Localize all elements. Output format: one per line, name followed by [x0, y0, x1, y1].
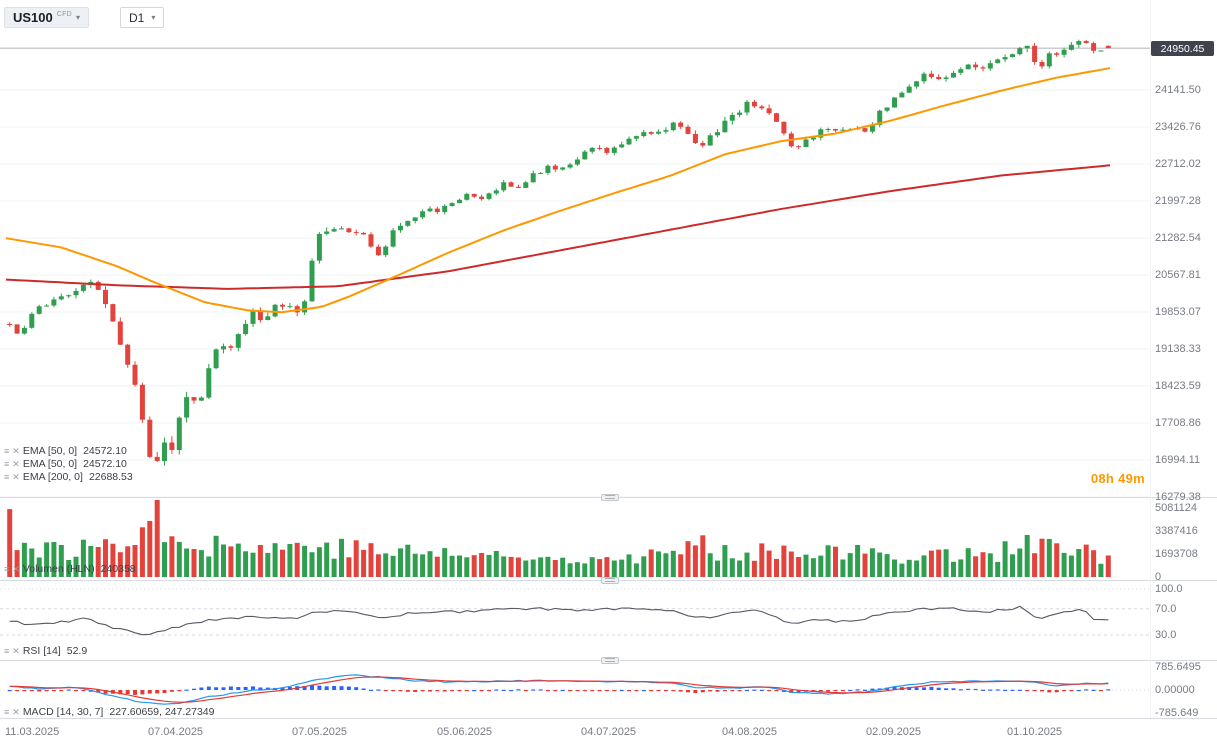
time-axis-label: 05.06.2025 [437, 726, 493, 738]
pane-resize-handle[interactable] [601, 657, 619, 664]
menu-icon[interactable]: ≡ [4, 471, 10, 482]
time-axis-label: 11.03.2025 [5, 726, 60, 738]
price-axis-label: 24141.50 [1155, 84, 1201, 96]
indicator-label: EMA [200, 0] [22, 471, 83, 483]
price-axis-label: 18423.59 [1155, 380, 1201, 393]
close-icon[interactable]: ✕ [12, 458, 20, 469]
price-axis-label: 21997.28 [1155, 195, 1201, 207]
volume-axis-label: 3387416 [1155, 525, 1198, 537]
rsi-axis-label: 70.0 [1155, 602, 1177, 615]
indicator-label: EMA [50, 0] [22, 445, 78, 457]
price-axis-label: 23426.76 [1155, 121, 1201, 133]
menu-icon[interactable]: ≡ [4, 445, 10, 456]
rsi-axis-label: 100.0 [1155, 583, 1183, 595]
indicator-value: 22688.53 [88, 471, 133, 483]
close-icon[interactable]: ✕ [12, 445, 20, 456]
volume-axis-label: 5081124 [1155, 502, 1198, 514]
indicator-value: 240358 [100, 563, 136, 575]
macd-axis-label: 0.00000 [1155, 684, 1195, 696]
menu-icon[interactable]: ≡ [4, 458, 10, 469]
time-axis-label: 07.04.2025 [148, 726, 204, 738]
menu-icon[interactable]: ≡ [4, 706, 10, 717]
indicator-row-ema50-1: ≡ ✕ EMA [50, 0] 24572.10 [4, 445, 127, 457]
chevron-down-icon: ▾ [151, 13, 156, 22]
indicator-row-volume: ≡ ✕ Volumen (HLN) 240358 [4, 563, 136, 575]
price-axis-label: 19853.07 [1155, 306, 1201, 319]
chevron-down-icon: ▾ [76, 13, 81, 22]
price-axis-label: 21282.54 [1155, 232, 1201, 244]
symbol-selector[interactable]: US100 CFD ▾ [4, 7, 90, 28]
indicator-value: 24572.10 [83, 445, 127, 457]
time-axis-label: 01.10.2025 [1007, 726, 1063, 738]
current-price-badge: 24950.45 [1151, 41, 1214, 56]
volume-axis-label: 1693708 [1155, 548, 1198, 560]
symbol-type-label: CFD [56, 10, 73, 18]
symbol-name: US100 [13, 10, 53, 25]
menu-icon[interactable]: ≡ [4, 645, 10, 656]
price-axis-label: 22712.02 [1155, 158, 1201, 170]
rsi-axis-label: 30.0 [1155, 628, 1177, 641]
indicator-value: 227.60659, 247.27349 [109, 706, 215, 718]
time-axis-label: 04.08.2025 [722, 726, 778, 738]
volume-axis-label: 0 [1155, 571, 1162, 583]
indicator-label: EMA [50, 0] [22, 458, 78, 470]
indicator-row-macd: ≡ ✕ MACD [14, 30, 7] 227.60659, 247.2734… [4, 706, 214, 718]
timeframe-value: D1 [129, 10, 145, 25]
indicator-value: 52.9 [66, 645, 88, 657]
indicator-row-ema50-2: ≡ ✕ EMA [50, 0] 24572.10 [4, 458, 127, 470]
price-axis-label: 20567.81 [1155, 269, 1201, 282]
indicator-label: RSI [14] [22, 645, 61, 657]
time-axis-label: 02.09.2025 [866, 726, 922, 738]
macd-axis-label: -785.649 [1155, 707, 1199, 719]
indicator-value: 24572.10 [83, 458, 127, 470]
candle-countdown: 08h 49m [1090, 471, 1145, 486]
time-axis[interactable]: 11.03.2025 07.04.2025 07.05.2025 05.06.2025… [0, 718, 1217, 746]
price-axis-label: 17708.86 [1155, 417, 1201, 430]
menu-icon[interactable]: ≡ [4, 563, 10, 574]
price-axis-label: 16279.38 [1155, 491, 1201, 504]
macd-axis-label: 785.6495 [1155, 661, 1201, 673]
price-axis[interactable]: 24141.50 23426.76 22712.02 21997.28 21282.54… [1150, 0, 1217, 719]
price-axis-label: 16994.11 [1155, 454, 1201, 467]
indicator-label: Volumen (HLN) [22, 563, 95, 575]
pane-resize-handle[interactable] [601, 577, 619, 584]
close-icon[interactable]: ✕ [12, 645, 20, 656]
price-axis-label: 19138.33 [1155, 343, 1201, 356]
time-axis-label: 04.07.2025 [581, 726, 637, 738]
close-icon[interactable]: ✕ [12, 563, 20, 574]
indicator-row-rsi: ≡ ✕ RSI [14] 52.9 [4, 645, 87, 657]
indicator-label: MACD [14, 30, 7] [22, 706, 104, 718]
close-icon[interactable]: ✕ [12, 471, 20, 482]
timeframe-selector[interactable]: D1 ▾ [120, 7, 165, 28]
pane-resize-handle[interactable] [601, 494, 619, 501]
indicator-row-ema200: ≡ ✕ EMA [200, 0] 22688.53 [4, 471, 133, 483]
time-axis-label: 07.05.2025 [292, 726, 348, 738]
close-icon[interactable]: ✕ [12, 706, 20, 717]
